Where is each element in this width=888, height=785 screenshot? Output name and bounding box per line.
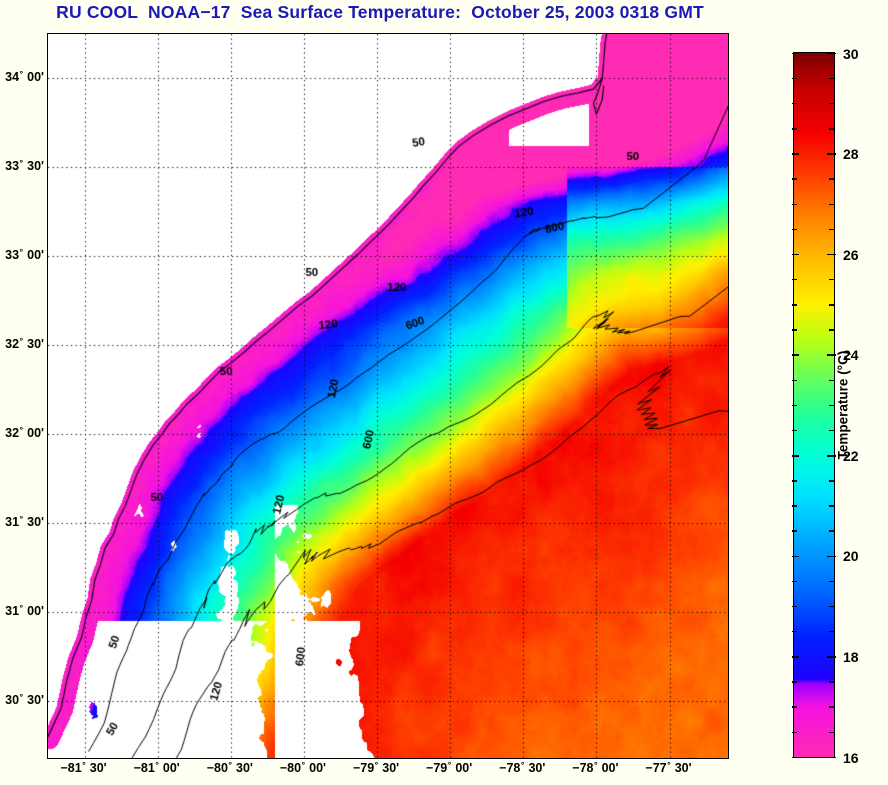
colorbar-tick — [829, 304, 835, 306]
colorbar-tick — [829, 706, 835, 708]
colorbar-tick — [827, 52, 836, 55]
colorbar-tick — [792, 203, 797, 205]
colorbar-tick — [829, 278, 835, 281]
colorbar-tick — [827, 454, 836, 457]
colorbar-tick — [792, 454, 799, 457]
colorbar-tick — [829, 77, 835, 80]
colorbar-tick — [792, 505, 797, 507]
colorbar-tick — [792, 354, 799, 356]
longitude-tick-label: −79° 00' — [426, 760, 473, 775]
colorbar-tick — [829, 630, 835, 633]
colorbar-tick — [792, 278, 797, 281]
latitude-tick-label: 32° 30' — [5, 336, 44, 352]
colorbar-tick-label: 26 — [843, 246, 859, 263]
longitude-tick-label: −80° 00' — [279, 760, 326, 775]
colorbar-title: Temperature (°C) — [835, 350, 851, 460]
colorbar-tick — [829, 605, 835, 608]
latitude-tick-label: 34° 00' — [5, 69, 44, 85]
colorbar-tick — [829, 530, 835, 532]
colorbar-tick — [792, 555, 799, 558]
longitude-tick-label: −77° 30' — [645, 760, 692, 775]
colorbar-tick — [792, 153, 799, 155]
colorbar-tick — [829, 128, 835, 130]
colorbar-tick — [829, 329, 835, 331]
colorbar-tick — [829, 178, 835, 180]
colorbar-tick — [829, 102, 835, 105]
colorbar-tick — [792, 228, 797, 231]
colorbar-tick — [792, 304, 797, 306]
colorbar[interactable]: 30 28 26 24 22 20 18 16 — [792, 46, 859, 766]
longitude-tick-label: −81° 00' — [133, 760, 180, 775]
colorbar-tick — [792, 580, 797, 583]
colorbar-tick — [827, 253, 836, 256]
colorbar-tick — [827, 354, 836, 356]
colorbar-tick — [792, 52, 799, 55]
longitude-tick-label: −78° 30' — [499, 760, 546, 775]
coastline-bathymetry-grid-layer — [48, 34, 728, 758]
colorbar-tick — [827, 153, 836, 155]
colorbar-tick — [829, 681, 835, 683]
colorbar-tick — [829, 580, 835, 583]
colorbar-tick-label: 18 — [843, 648, 859, 665]
colorbar-tick — [792, 605, 797, 608]
latitude-tick-label: 33° 30' — [5, 158, 44, 174]
colorbar-ticks: 30 28 26 24 22 20 18 16 — [792, 46, 859, 766]
colorbar-tick — [792, 530, 797, 532]
latitude-tick-label: 32° 00' — [5, 425, 44, 441]
colorbar-tick — [829, 203, 835, 205]
colorbar-tick — [829, 505, 835, 507]
colorbar-tick — [792, 253, 799, 256]
longitude-tick-label: −81° 30' — [60, 760, 107, 775]
colorbar-tick — [827, 656, 836, 658]
colorbar-tick — [792, 102, 797, 105]
colorbar-tick — [792, 731, 797, 733]
longitude-tick-label: −79° 30' — [352, 760, 400, 775]
colorbar-tick — [792, 656, 799, 658]
colorbar-tick-label: 24 — [843, 347, 859, 364]
longitude-tick-label: −78° 00' — [572, 760, 619, 775]
colorbar-tick — [792, 404, 797, 407]
colorbar-tick — [792, 329, 797, 331]
latitude-tick-label: 31° 00' — [5, 603, 44, 619]
sst-map[interactable] — [47, 33, 729, 759]
colorbar-tick — [792, 429, 797, 432]
colorbar-tick — [792, 128, 797, 130]
colorbar-tick — [792, 706, 797, 708]
colorbar-tick — [792, 77, 797, 80]
colorbar-tick — [829, 731, 835, 733]
colorbar-tick — [792, 630, 797, 633]
colorbar-tick-label: 28 — [843, 146, 859, 163]
longitude-tick-label: −80° 30' — [206, 760, 253, 775]
colorbar-tick-label: 20 — [843, 548, 859, 565]
colorbar-tick — [792, 681, 797, 683]
colorbar-tick — [829, 379, 835, 381]
latitude-tick-label: 30° 30' — [5, 692, 44, 708]
colorbar-tick — [792, 379, 797, 381]
colorbar-tick — [827, 756, 836, 759]
colorbar-tick — [792, 178, 797, 180]
colorbar-tick — [829, 404, 835, 407]
colorbar-tick — [829, 480, 835, 482]
colorbar-tick — [827, 555, 836, 558]
page-title: RU COOL NOAA−17 Sea Surface Temperature:… — [56, 2, 704, 22]
colorbar-tick-label: 16 — [843, 749, 859, 766]
colorbar-tick-label: 30 — [843, 45, 859, 62]
colorbar-tick-label: 22 — [843, 447, 859, 464]
colorbar-tick — [792, 756, 799, 759]
colorbar-tick — [792, 480, 797, 482]
latitude-tick-label: 33° 00' — [5, 247, 44, 263]
colorbar-tick — [829, 429, 835, 432]
latitude-tick-label: 31° 30' — [5, 514, 44, 530]
colorbar-tick — [829, 228, 835, 231]
